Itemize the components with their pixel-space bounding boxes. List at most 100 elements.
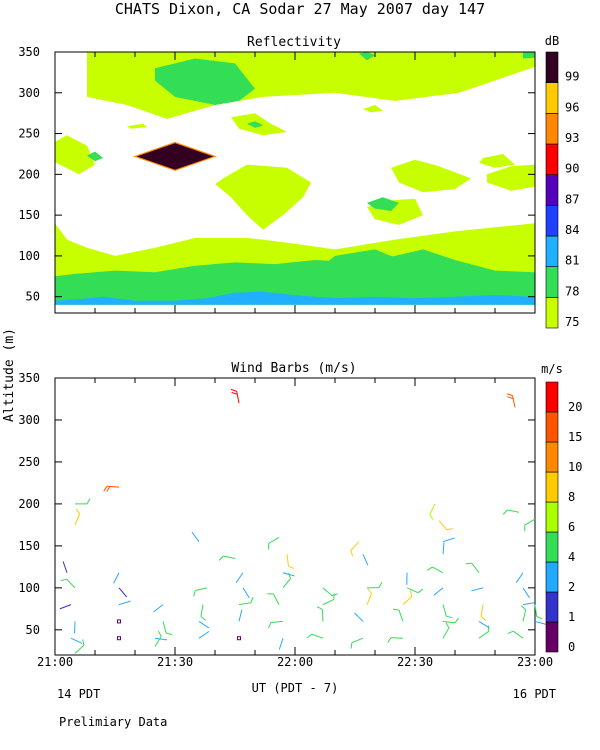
reflectivity-colorbar-swatch: [545, 297, 559, 329]
wind-barb: [366, 582, 383, 589]
reflectivity-region: [391, 159, 471, 193]
wind-barb: [350, 637, 364, 649]
wind-y-tick-label: 300: [18, 413, 40, 427]
wind-y-tick-label: 50: [26, 623, 40, 637]
wind-barb: [366, 588, 372, 605]
reflectivity-region: [87, 151, 103, 162]
figure-title: CHATS Dixon, CA Sodar 27 May 2007 day 14…: [115, 0, 485, 18]
reflectivity-region: [55, 291, 535, 305]
reflectivity-y-tick-label: 50: [26, 290, 40, 304]
reflectivity-colorbar-label: 87: [565, 192, 579, 206]
wind-barb: [506, 393, 516, 408]
wind-barb: [103, 485, 120, 492]
wind-barb: [74, 508, 81, 526]
reflectivity-region: [247, 121, 263, 128]
reflectivity-colorbar-swatch: [545, 205, 559, 237]
wind-y-tick-label: 250: [18, 455, 40, 469]
wind-x-axis: 21:00 21:30 22:00 22:30 23:00: [37, 655, 553, 669]
reflectivity-plot-area: [54, 51, 536, 314]
wind-barb: [117, 619, 121, 624]
wind-colorbar-swatch: [545, 621, 559, 653]
reflectivity-region: [127, 123, 147, 129]
reflectivity-region: [155, 58, 255, 105]
wind-colorbar-swatch: [545, 531, 559, 563]
reflectivity-region: [87, 52, 535, 119]
reflectivity-colorbar-swatch: [545, 235, 559, 267]
reflectivity-colorbar-label: 99: [565, 70, 579, 84]
reflectivity-region: [367, 197, 399, 211]
wind-barb: [322, 593, 335, 606]
reflectivity-region: [523, 52, 535, 59]
wind-barb: [387, 637, 404, 643]
wind-barb: [478, 625, 490, 639]
wind-barb: [74, 498, 91, 505]
wind-x-tick-label: 21:30: [157, 655, 193, 669]
wind-x-tick-label: 23:00: [517, 655, 553, 669]
wind-barb: [70, 637, 83, 644]
reflectivity-colorbar-label: 81: [565, 254, 579, 268]
reflectivity-colorbar-label: 84: [565, 223, 579, 237]
wind-barb: [515, 572, 524, 583]
wind-barb: [62, 561, 68, 573]
reflectivity-y-tick-label: 150: [18, 208, 40, 222]
reflectivity-region: [215, 164, 311, 230]
wind-barb: [237, 636, 241, 641]
wind-barb: [438, 520, 453, 531]
wind-colorbar-unit: m/s: [541, 362, 563, 376]
wind-barb: [534, 620, 547, 625]
wind-barb: [191, 531, 200, 542]
wind-barb: [282, 572, 292, 589]
wind-barb: [198, 631, 210, 639]
wind-barb: [113, 572, 120, 584]
reflectivity-region: [359, 52, 375, 61]
reflectivity-y-axis: 50 100 150 200 250 300 350: [18, 45, 535, 304]
reflectivity-region: [133, 141, 217, 171]
wind-barb: [524, 518, 536, 532]
reflectivity-colorbar-label: 90: [565, 162, 579, 176]
wind-barb: [242, 587, 250, 599]
reflectivity-y-tick-label: 200: [18, 167, 40, 181]
reflectivity-colorbar-swatch: [545, 113, 559, 145]
wind-barb: [218, 555, 236, 561]
wind-barb: [480, 604, 487, 621]
wind-barb: [230, 388, 240, 404]
wind-barb: [306, 633, 324, 639]
reflectivity-title: Reflectivity: [247, 35, 341, 50]
wind-barb: [442, 542, 445, 555]
wind-barb: [350, 541, 360, 557]
reflectivity-colorbar: dB 75 78 81 84 87 90 93 96 99: [545, 34, 580, 329]
wind-colorbar-swatch: [545, 441, 559, 473]
reflectivity-colorbar-swatch: [545, 143, 559, 175]
reflectivity-region: [327, 249, 399, 267]
wind-x-tick-label: 22:30: [397, 655, 433, 669]
reflectivity-colorbar-swatch: [545, 51, 559, 83]
wind-barb: [534, 604, 543, 620]
wind-barb: [198, 621, 210, 629]
reflectivity-colorbar-label: 75: [565, 315, 579, 329]
wind-colorbar: m/s 0 1 2 4 6 8 10 15 20: [541, 362, 582, 654]
wind-barb: [354, 612, 364, 622]
reflectivity-y-tick-label: 250: [18, 127, 40, 141]
x-axis-label: UT (PDT - 7): [252, 681, 339, 695]
wind-y-tick-label: 200: [18, 497, 40, 511]
wind-barb: [117, 636, 121, 641]
wind-title: Wind Barbs (m/s): [231, 361, 356, 376]
wind-barb: [200, 604, 206, 621]
wind-y-tick-label: 100: [18, 581, 40, 595]
wind-plot-area: [54, 377, 547, 656]
wind-frame: [54, 377, 536, 656]
wind-x-tick-label: 21:00: [37, 655, 73, 669]
wind-colorbar-label: 10: [568, 460, 582, 474]
reflectivity-colorbar-label: 78: [565, 284, 579, 298]
reflectivity-colorbar-label: 93: [565, 131, 579, 145]
wind-barb: [154, 630, 162, 647]
left-time-label: 14 PDT: [57, 687, 100, 701]
wind-barb: [442, 617, 459, 624]
wind-barb: [118, 587, 128, 598]
wind-colorbar-swatch: [545, 591, 559, 623]
wind-barb: [238, 609, 243, 622]
wind-barb: [278, 638, 284, 650]
reflectivity-y-tick-label: 300: [18, 86, 40, 100]
